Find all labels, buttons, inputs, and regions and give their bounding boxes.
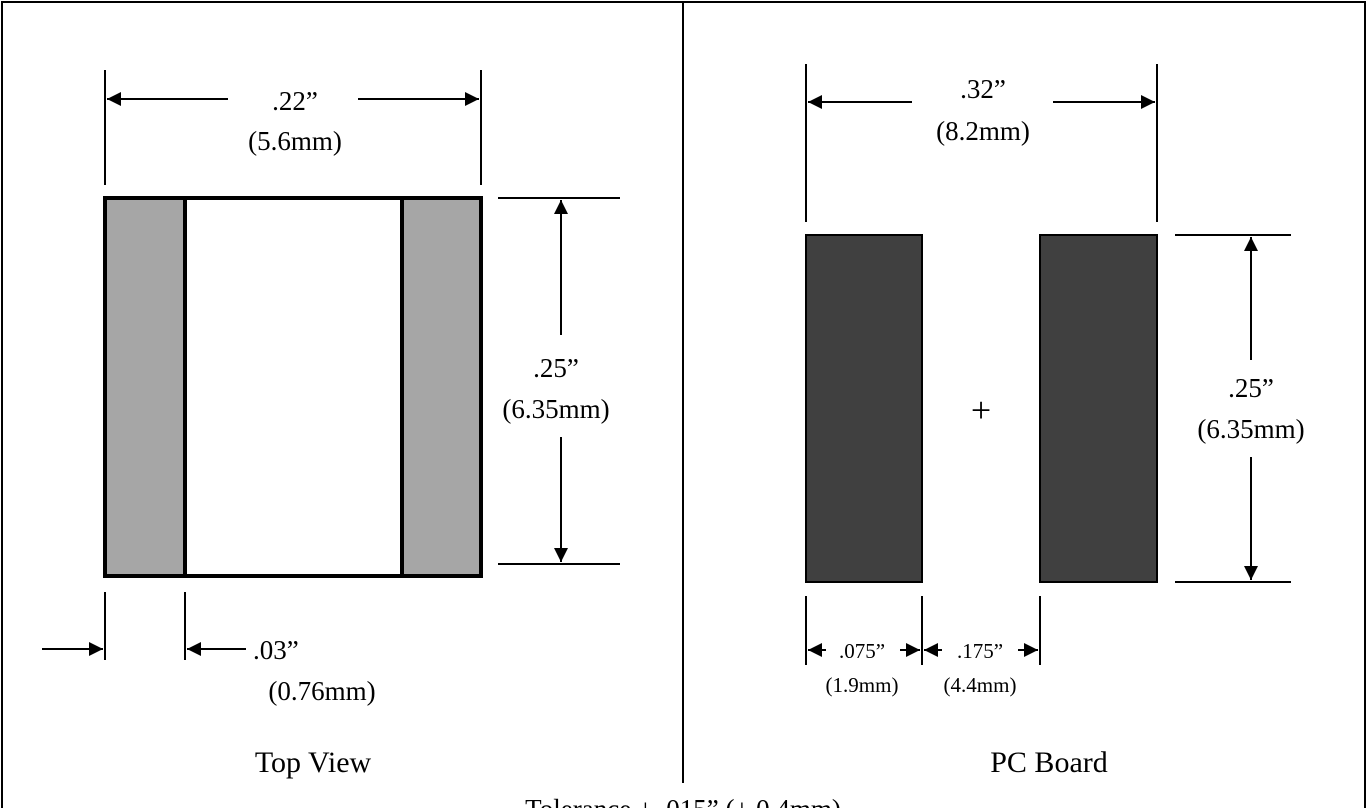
left-pad: [805, 234, 923, 583]
gap-inch: .175”: [957, 639, 1003, 663]
right-pad: [1039, 234, 1158, 583]
pc-board-title: PC Board: [990, 746, 1108, 779]
left-terminal: [103, 196, 187, 578]
center-mark: +: [971, 390, 991, 430]
gap-mm: (4.4mm): [944, 673, 1017, 697]
board-height-mm: (6.35mm): [1197, 414, 1304, 444]
terminal-width-inch: .03”: [253, 635, 299, 665]
board-width-mm: (8.2mm): [936, 116, 1030, 146]
right-terminal: [400, 196, 483, 578]
top-height-inch: .25”: [533, 353, 579, 383]
board-width-inch: .32”: [960, 74, 1006, 104]
top-width-mm: (5.6mm): [248, 126, 342, 156]
top-width-inch: .22”: [272, 86, 318, 116]
board-height-inch: .25”: [1228, 373, 1274, 403]
top-height-mm: (6.35mm): [502, 394, 609, 424]
pc-board-panel: + .32” (8.2mm) .25” (6.35mm) .075” (1.9m…: [805, 64, 1305, 779]
terminal-width-mm: (0.76mm): [268, 676, 375, 706]
tolerance-note: Tolerance ± .015” (± 0.4mm): [525, 794, 841, 808]
pad-width-mm: (1.9mm): [826, 673, 899, 697]
top-view-title: Top View: [255, 746, 372, 779]
pad-width-inch: .075”: [839, 639, 885, 663]
top-view-panel: .22” (5.6mm) .25” (6.35mm) .03” (0.76mm)…: [42, 70, 620, 779]
